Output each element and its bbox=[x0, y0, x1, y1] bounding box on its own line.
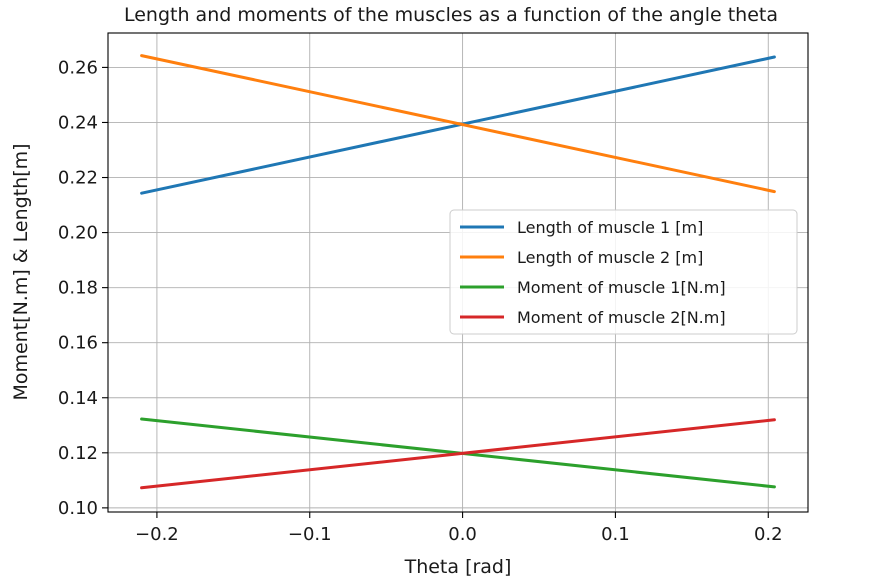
x-tick-label: 0.1 bbox=[601, 524, 630, 545]
y-tick-label: 0.12 bbox=[58, 443, 98, 464]
legend-label: Length of muscle 2 [m] bbox=[517, 248, 703, 267]
series-lines bbox=[140, 54, 776, 490]
chart-title: Length and moments of the muscles as a f… bbox=[124, 4, 778, 26]
y-axis: 0.10 0.12 0.14 0.16 0.18 0.20 0.22 0.24 0.26 bbox=[58, 57, 108, 519]
legend-label: Length of muscle 1 [m] bbox=[517, 218, 703, 237]
plot-frame bbox=[107, 32, 809, 513]
x-axis: −0.2 −0.1 0.0 0.1 0.2 bbox=[135, 512, 783, 545]
series-line-4 bbox=[140, 418, 776, 490]
x-tick-label: −0.1 bbox=[288, 524, 332, 545]
series-line-2 bbox=[140, 54, 776, 194]
legend: Length of muscle 1 [m] Length of muscle 2… bbox=[449, 209, 798, 335]
legend-box bbox=[449, 209, 798, 335]
x-tick-label: 0.2 bbox=[754, 524, 783, 545]
y-tick-label: 0.20 bbox=[58, 223, 98, 244]
y-tick-label: 0.14 bbox=[58, 388, 98, 409]
y-axis-label: Moment[N.m] & Length[m] bbox=[10, 143, 32, 400]
y-tick-label: 0.24 bbox=[58, 112, 98, 133]
y-tick-label: 0.16 bbox=[58, 333, 98, 354]
legend-label: Moment of muscle 1[N.m] bbox=[517, 278, 726, 297]
y-tick-label: 0.22 bbox=[58, 168, 98, 189]
x-axis-label: Theta [rad] bbox=[404, 556, 512, 578]
x-tick-label: −0.2 bbox=[135, 524, 179, 545]
legend-label: Moment of muscle 2[N.m] bbox=[517, 308, 726, 327]
y-tick-label: 0.26 bbox=[58, 57, 98, 78]
x-tick-label: 0.0 bbox=[448, 524, 477, 545]
y-tick-label: 0.18 bbox=[58, 278, 98, 299]
y-tick-label: 0.10 bbox=[58, 498, 98, 519]
